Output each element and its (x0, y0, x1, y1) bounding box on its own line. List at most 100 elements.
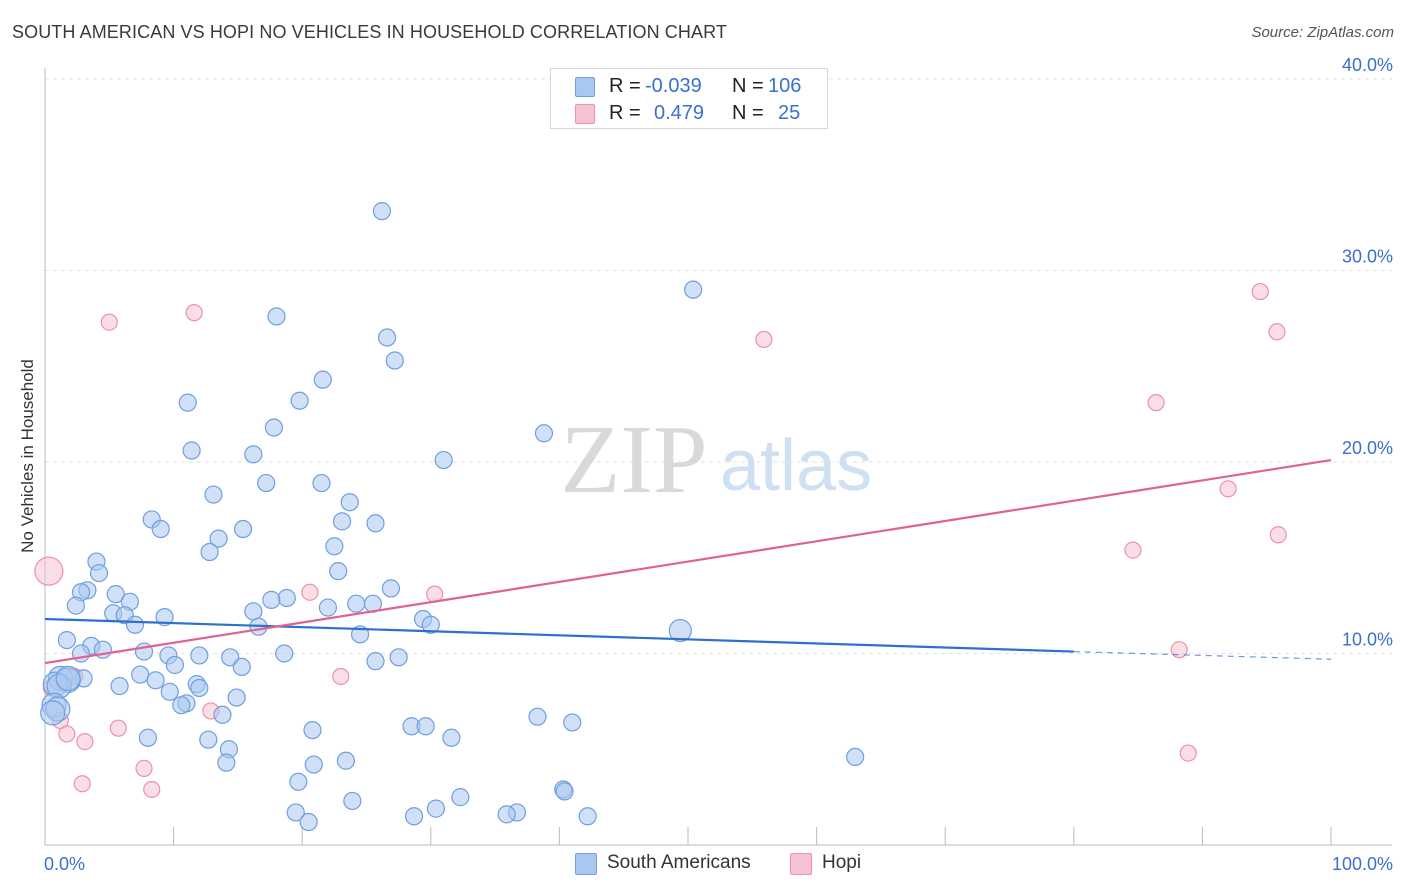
y-tick-label: 10.0% (1342, 630, 1393, 650)
south-americans-point (155, 608, 174, 627)
south-americans-point (55, 665, 81, 691)
south-americans-point (200, 542, 219, 562)
south-americans-point (578, 807, 597, 826)
hopi-point (100, 313, 118, 331)
legend-r-value: -0.039 (645, 75, 702, 97)
south-americans-point (528, 707, 547, 726)
south-americans-point (442, 728, 461, 747)
south-americans-point (497, 805, 516, 824)
south-americans-point (426, 799, 446, 818)
series-swatch-pink (790, 853, 812, 875)
south-americans-point (204, 485, 223, 504)
south-americans-trend-line (44, 617, 1074, 653)
south-americans-point (106, 585, 125, 604)
south-americans-point (244, 602, 263, 621)
y-tick-label: 20.0% (1342, 438, 1393, 458)
hopi-point (1124, 541, 1142, 559)
south-americans-point (343, 791, 362, 811)
hopi-point (1269, 526, 1287, 544)
tick-labels: 10.0% 20.0% 30.0% 40.0% 0.0% 100.0% (44, 55, 1393, 874)
south-americans-point (151, 519, 170, 539)
legend-r-value: 0.479 (654, 102, 705, 124)
hopi-point (755, 330, 773, 349)
south-americans-point (190, 678, 209, 698)
south-americans-point (372, 202, 392, 221)
south-americans-point (434, 450, 453, 470)
hopi-point (34, 556, 64, 586)
legend-swatch-blue (575, 77, 595, 97)
legend-n-label: N = (732, 75, 764, 97)
south-americans-point (385, 351, 404, 370)
south-americans-point (146, 671, 165, 690)
trend-lines (44, 458, 1332, 665)
south-americans-point (336, 751, 356, 770)
south-americans-points (40, 202, 865, 832)
south-americans-point (89, 563, 109, 583)
south-americans-point (416, 717, 435, 736)
south-americans-point (178, 393, 197, 412)
watermark: ZIP atlas (561, 406, 873, 514)
hopi-points (34, 282, 1287, 799)
hopi-point (185, 304, 203, 322)
south-americans-point (125, 615, 145, 634)
south-americans-point (277, 588, 296, 608)
south-americans-point (846, 747, 865, 767)
hopi-trend-line (44, 458, 1332, 665)
south-americans-point (347, 594, 366, 613)
south-americans-point (286, 803, 305, 822)
south-americans-point (299, 812, 318, 832)
south-americans-point (684, 280, 703, 299)
south-americans-point (304, 755, 323, 774)
south-americans-point (534, 424, 554, 443)
legend-n-value: 25 (778, 102, 801, 124)
south-americans-point (40, 700, 66, 726)
hopi-point (76, 732, 94, 751)
south-americans-point (110, 676, 129, 696)
south-americans-point (233, 519, 253, 539)
hopi-point (1251, 282, 1269, 301)
series-swatch-blue (575, 853, 597, 875)
south-americans-point (57, 630, 76, 650)
south-americans-point (262, 590, 281, 609)
chart-title: SOUTH AMERICAN VS HOPI NO VEHICLES IN HO… (12, 22, 727, 42)
source-label: Source: ZipAtlas.com (1251, 24, 1394, 41)
y-tick-label: 30.0% (1342, 247, 1393, 267)
hopi-point (1268, 323, 1286, 341)
south-americans-point (340, 493, 359, 512)
south-americans-point (217, 753, 236, 772)
legend-r-label: R = (609, 102, 641, 124)
hopi-point (1179, 744, 1197, 762)
south-americans-point (290, 391, 309, 410)
south-americans-point (275, 644, 294, 663)
legend-n-value: 106 (768, 75, 802, 97)
south-americans-point (563, 713, 582, 732)
hopi-point (332, 667, 350, 686)
legend-n-label: N = (732, 102, 764, 124)
south-americans-point (329, 562, 348, 581)
correlation-legend: R = -0.039 N = 106 R = 0.479 N = 25 (550, 68, 828, 129)
series-label-south-americans: South Americans (607, 852, 751, 873)
south-americans-point (264, 418, 284, 437)
south-americans-point (257, 473, 276, 493)
x-tick-label: 0.0% (44, 854, 85, 874)
south-americans-point (366, 652, 385, 671)
south-americans-point (325, 537, 344, 556)
south-americans-point (267, 307, 286, 326)
hopi-point (143, 780, 161, 799)
south-americans-trend-extension (1073, 650, 1332, 660)
south-americans-point (303, 720, 322, 740)
south-americans-point (389, 648, 408, 667)
south-americans-point (381, 579, 401, 598)
watermark-zip: ZIP (561, 406, 708, 514)
hopi-point (73, 775, 91, 793)
south-americans-point (312, 473, 331, 493)
south-americans-point (404, 807, 424, 826)
hopi-point (109, 719, 127, 737)
hopi-point (135, 759, 153, 778)
south-americans-point (190, 646, 209, 665)
south-americans-point (289, 772, 308, 791)
south-americans-point (66, 596, 85, 615)
grid-lines (45, 78, 1392, 654)
south-americans-point (213, 705, 232, 724)
